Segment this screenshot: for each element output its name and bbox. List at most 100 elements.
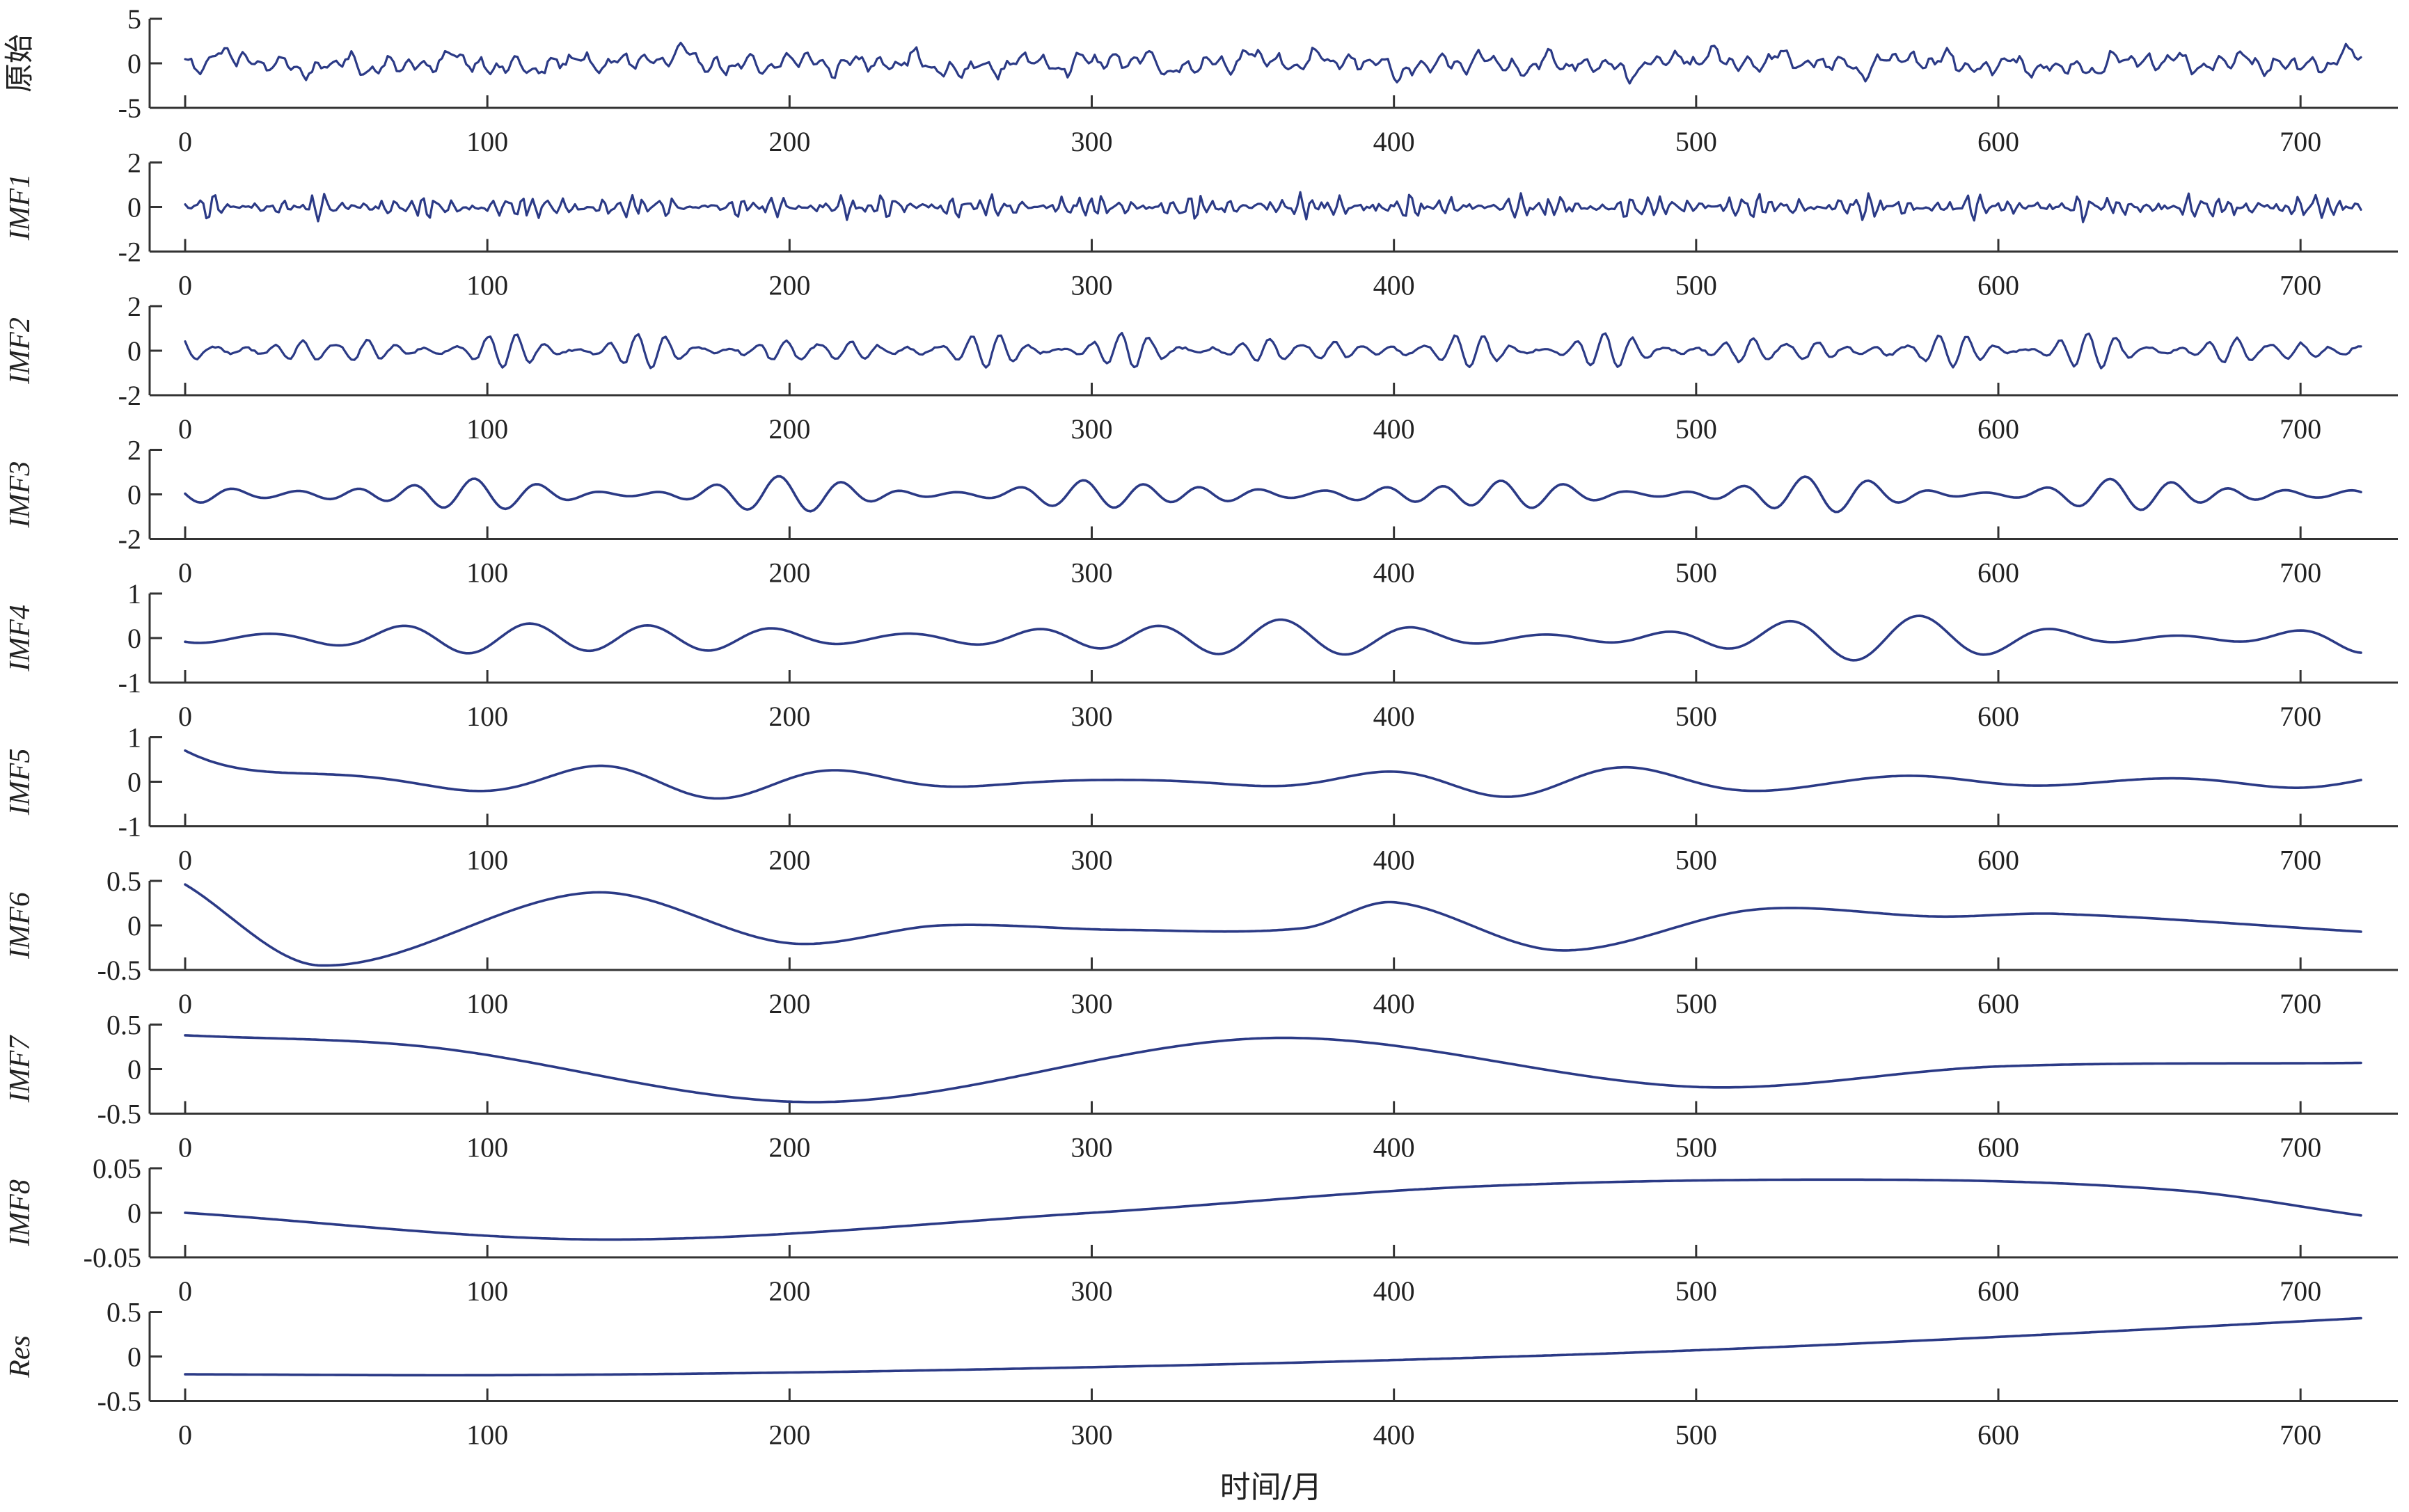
x-tick-label: 600 — [1977, 701, 2019, 732]
x-tick-label: 400 — [1373, 845, 1415, 876]
x-tick-label: 0 — [178, 413, 192, 445]
x-tick-label: 300 — [1071, 413, 1113, 445]
x-tick-label: 100 — [466, 557, 508, 589]
x-tick-label: 0 — [178, 988, 192, 1019]
x-tick-label: 500 — [1675, 270, 1717, 301]
y-tick-label: -1 — [118, 667, 141, 699]
x-tick-label: 0 — [178, 270, 192, 301]
y-tick-label: 1 — [127, 722, 141, 754]
x-tick-label: 100 — [466, 845, 508, 876]
x-tick-label: 600 — [1977, 1419, 2019, 1451]
x-tick-label: 400 — [1373, 126, 1415, 157]
y-axis-label: IMF7 — [4, 1035, 36, 1104]
x-tick-label: 200 — [768, 988, 810, 1019]
series-line — [184, 1316, 2362, 1377]
x-tick-label: 300 — [1071, 270, 1113, 301]
x-tick-label: 200 — [768, 413, 810, 445]
y-tick-label: 0 — [127, 192, 141, 223]
x-tick-label: 300 — [1071, 1275, 1113, 1307]
y-axis-label: Res — [4, 1335, 36, 1378]
series-line — [184, 332, 2362, 369]
subplot-panel: 2 0 -2 0 100 200 300 400 500 600 700 IMF2 — [4, 291, 2398, 445]
y-tick-label: 0.5 — [106, 1297, 141, 1328]
x-tick-label: 600 — [1977, 1275, 2019, 1307]
x-tick-label: 400 — [1373, 557, 1415, 589]
y-axis-label: IMF4 — [4, 605, 36, 672]
subplot-panel: 2 0 -2 0 100 200 300 400 500 600 700 IMF1 — [4, 148, 2398, 301]
x-tick-label: 700 — [2280, 1132, 2321, 1163]
x-tick-label: 600 — [1977, 413, 2019, 445]
x-tick-label: 500 — [1675, 988, 1717, 1019]
y-axis-label: IMF5 — [4, 749, 36, 816]
x-tick-label: 0 — [178, 845, 192, 876]
x-tick-label: 400 — [1373, 1132, 1415, 1163]
y-tick-label: 5 — [127, 3, 141, 35]
series-line — [184, 883, 2362, 967]
y-tick-label: -0.5 — [97, 955, 141, 986]
x-tick-label: 700 — [2280, 270, 2321, 301]
x-tick-label: 300 — [1071, 988, 1113, 1019]
x-tick-label: 200 — [768, 557, 810, 589]
x-tick-label: 100 — [466, 1419, 508, 1451]
x-tick-label: 200 — [768, 1132, 810, 1163]
y-tick-label: -0.5 — [97, 1099, 141, 1130]
y-tick-label: -5 — [118, 93, 141, 124]
y-tick-label: -1 — [118, 811, 141, 843]
x-tick-label: 100 — [466, 988, 508, 1019]
series-line — [184, 749, 2362, 800]
x-tick-label: 700 — [2280, 1419, 2321, 1451]
y-tick-label: 0 — [127, 623, 141, 654]
y-tick-label: 0 — [127, 335, 141, 367]
x-tick-label: 100 — [466, 270, 508, 301]
y-tick-label: 0.5 — [106, 1010, 141, 1041]
x-tick-label: 300 — [1071, 126, 1113, 157]
x-tick-label: 400 — [1373, 413, 1415, 445]
x-tick-label: 500 — [1675, 845, 1717, 876]
x-tick-label: 200 — [768, 1419, 810, 1451]
x-tick-label: 300 — [1071, 845, 1113, 876]
x-tick-label: 0 — [178, 1275, 192, 1307]
x-tick-label: 500 — [1675, 557, 1717, 589]
x-tick-label: 500 — [1675, 413, 1717, 445]
series-line — [184, 1034, 2362, 1104]
y-tick-label: 0 — [127, 1054, 141, 1085]
subplot-panel: 5 0 -5 0 100 200 300 400 500 600 700 原始 — [4, 3, 2398, 157]
y-axis-label: IMF8 — [4, 1179, 36, 1247]
x-tick-label: 0 — [178, 557, 192, 589]
y-tick-label: 1 — [127, 578, 141, 610]
x-axis-label: 时间/月 — [1220, 1470, 1322, 1505]
x-tick-label: 500 — [1675, 1132, 1717, 1163]
subplot-panel: 1 0 -1 0 100 200 300 400 500 600 700 IMF4 — [4, 578, 2398, 732]
y-tick-label: -0.05 — [84, 1242, 141, 1273]
series-line — [184, 614, 2362, 662]
subplot-panel: 2 0 -2 0 100 200 300 400 500 600 700 IMF3 — [4, 435, 2398, 589]
x-tick-label: 100 — [466, 1132, 508, 1163]
x-tick-label: 700 — [2280, 413, 2321, 445]
subplot-panel: 0.5 0 -0.5 0 100 200 300 400 500 600 700 Res — [4, 1297, 2398, 1451]
x-tick-label: 600 — [1977, 988, 2019, 1019]
x-tick-label: 300 — [1071, 701, 1113, 732]
y-axis-label: IMF3 — [4, 461, 36, 529]
y-tick-label: -2 — [118, 237, 141, 268]
x-tick-label: 0 — [178, 1419, 192, 1451]
x-tick-label: 0 — [178, 1132, 192, 1163]
x-tick-label: 600 — [1977, 126, 2019, 157]
x-tick-label: 700 — [2280, 1275, 2321, 1307]
x-tick-label: 300 — [1071, 1419, 1113, 1451]
x-tick-label: 500 — [1675, 126, 1717, 157]
x-tick-label: 400 — [1373, 701, 1415, 732]
x-tick-label: 200 — [768, 126, 810, 157]
y-tick-label: 0 — [127, 1197, 141, 1229]
x-tick-label: 700 — [2280, 701, 2321, 732]
x-tick-label: 0 — [178, 126, 192, 157]
x-tick-label: 600 — [1977, 557, 2019, 589]
x-tick-label: 200 — [768, 845, 810, 876]
x-tick-label: 600 — [1977, 845, 2019, 876]
subplot-panel: 0.5 0 -0.5 0 100 200 300 400 500 600 700 IMF7 — [4, 1010, 2398, 1163]
x-tick-label: 600 — [1977, 1132, 2019, 1163]
x-tick-label: 300 — [1071, 557, 1113, 589]
y-tick-label: 0 — [127, 479, 141, 511]
y-tick-label: -0.5 — [97, 1386, 141, 1417]
